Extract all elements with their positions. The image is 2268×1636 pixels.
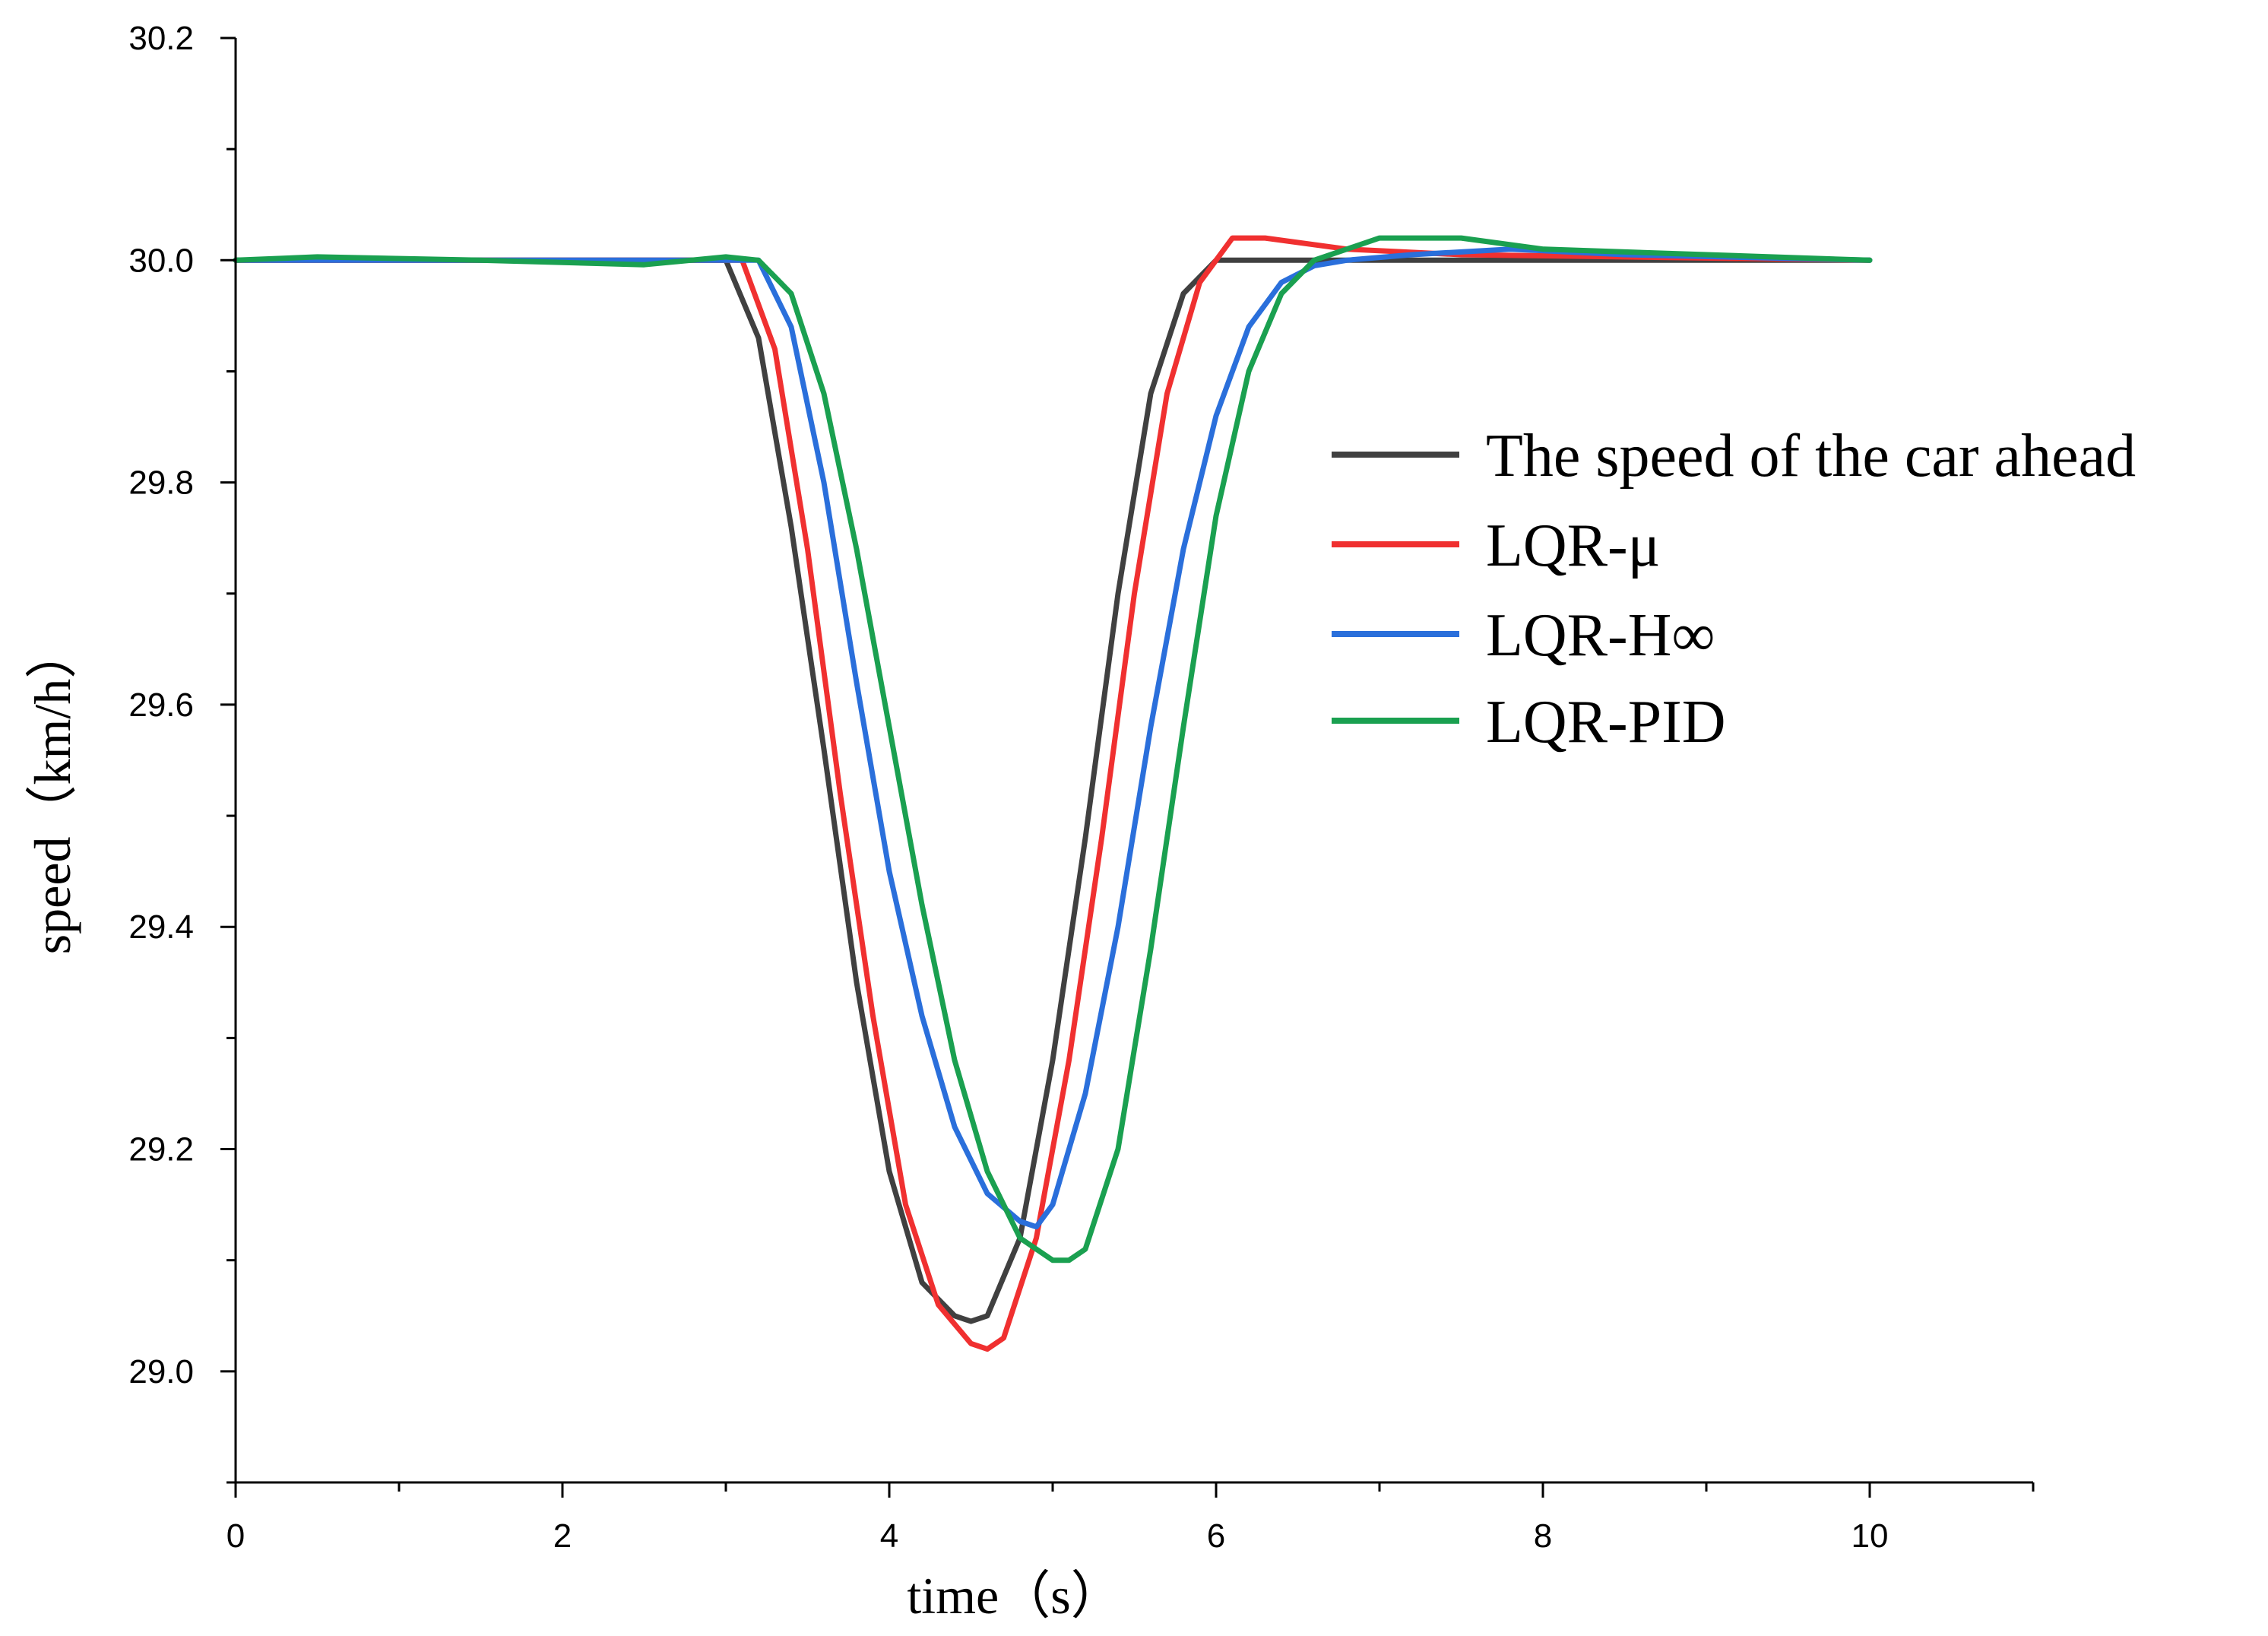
legend-label: LQR-PID bbox=[1486, 689, 1726, 756]
legend-label: LQR-μ bbox=[1486, 512, 1661, 579]
x-axis-ticks: 0 2 4 6 8 10 bbox=[226, 1482, 2035, 1555]
y-tick-label: 29.2 bbox=[128, 1131, 194, 1168]
y-axis-title: speed（km/h） bbox=[24, 627, 81, 955]
legend-label: The speed of the car ahead bbox=[1486, 423, 2136, 490]
y-tick-label: 29.6 bbox=[128, 686, 194, 724]
x-tick-label: 2 bbox=[553, 1517, 572, 1555]
series-line-lqr-h bbox=[233, 246, 1873, 1230]
x-tick-label: 4 bbox=[880, 1517, 898, 1555]
legend-item: LQR-H∞ bbox=[1332, 602, 1715, 669]
y-tick-label: 29.8 bbox=[128, 464, 194, 502]
y-tick-label: 29.0 bbox=[128, 1353, 194, 1390]
y-tick-label: 29.4 bbox=[128, 908, 194, 946]
x-tick-label: 8 bbox=[1534, 1517, 1552, 1555]
legend-item: LQR-μ bbox=[1332, 512, 1661, 579]
series-lines bbox=[233, 235, 1873, 1352]
legend: The speed of the car ahead LQR-μ LQR-H∞ LQR… bbox=[1332, 423, 2136, 756]
x-axis-title: time（s） bbox=[907, 1567, 1122, 1625]
x-tick-label: 10 bbox=[1851, 1517, 1889, 1555]
y-tick-label: 30.2 bbox=[128, 20, 194, 57]
legend-item: The speed of the car ahead bbox=[1332, 423, 2136, 490]
x-tick-label: 6 bbox=[1207, 1517, 1225, 1555]
x-tick-label: 0 bbox=[226, 1517, 245, 1555]
series-line-lqr-pid bbox=[233, 235, 1873, 1263]
legend-label: LQR-H∞ bbox=[1486, 602, 1715, 669]
y-axis-ticks: 29.0 29.2 29.4 29.6 29.8 30.0 30.2 bbox=[128, 20, 236, 1484]
legend-item: LQR-PID bbox=[1332, 689, 1726, 756]
plot-area: 0 2 4 6 8 10 29.0 29.2 29.4 29.6 29.8 30.0 30.2 bbox=[128, 20, 2035, 1555]
series-line-lqr bbox=[233, 235, 1873, 1352]
y-tick-label: 30.0 bbox=[128, 242, 194, 279]
